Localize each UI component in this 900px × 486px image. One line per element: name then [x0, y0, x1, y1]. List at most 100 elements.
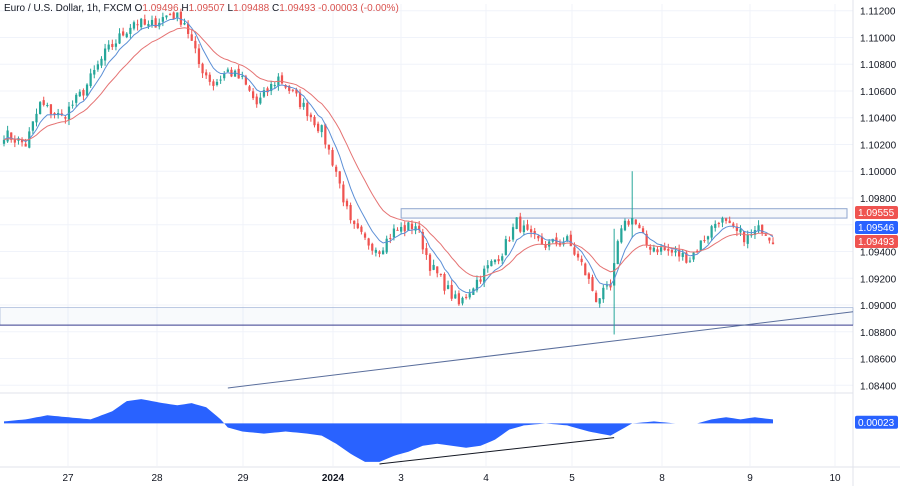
candle-body	[407, 222, 410, 231]
candle-body	[468, 293, 471, 298]
candle-body	[526, 224, 529, 230]
candle-body	[306, 103, 309, 117]
price-tick-label: 1.11200	[860, 7, 896, 18]
time-tick-label: 3	[398, 473, 404, 484]
candle-body	[591, 277, 594, 291]
candle-body	[165, 15, 168, 18]
price-badge-label: 1.09546	[858, 223, 895, 234]
candle-body	[768, 237, 771, 241]
candle-body	[649, 246, 652, 250]
candle-body	[508, 240, 511, 242]
candle-body	[486, 265, 489, 269]
candle-body	[634, 219, 637, 225]
candle-body	[529, 229, 533, 233]
candle-body	[389, 237, 392, 240]
candle-body	[64, 117, 67, 119]
candle-body	[732, 223, 735, 227]
candle-body	[10, 132, 13, 140]
candle-body	[295, 89, 298, 94]
candle-body	[414, 226, 417, 231]
candle-body	[100, 58, 103, 66]
candle-body	[244, 76, 248, 85]
candle-body	[233, 70, 237, 77]
candle-body	[613, 263, 616, 286]
candle-body	[360, 226, 363, 232]
time-tick-label: 28	[151, 473, 163, 484]
price-tick-label: 1.11000	[860, 33, 896, 44]
candle-body	[103, 48, 107, 61]
candle-body	[594, 292, 598, 302]
candle-body	[685, 252, 688, 263]
price-axis[interactable]: 1.11200 1.11000 1.10800 1.10600 1.10400 1.102…	[860, 7, 897, 393]
time-axis[interactable]: 27 28 29 2024 3 4 5 8 9 10	[62, 473, 841, 484]
candle-body	[569, 234, 572, 247]
candle-body	[6, 130, 9, 142]
candle-body	[183, 23, 186, 25]
candle-body	[241, 75, 244, 77]
candle-body	[706, 236, 710, 240]
candle-body	[652, 247, 655, 252]
candle-body	[443, 274, 446, 291]
time-tick-label: 5	[569, 473, 575, 484]
candle-body	[432, 264, 435, 270]
candle-body	[605, 285, 609, 287]
price-tick-label: 1.08800	[860, 328, 897, 339]
oscillator-badge-bg	[855, 415, 898, 429]
candle-body	[53, 113, 56, 115]
candle-body	[363, 233, 367, 238]
candle-body	[497, 259, 500, 262]
price-tick-label: 1.10400	[860, 114, 897, 125]
change-value: -0.00003 (-0.00%)	[318, 3, 399, 14]
candle-body	[703, 240, 706, 242]
candle-body	[353, 220, 356, 225]
candle-body	[699, 240, 702, 251]
candle-body	[46, 104, 49, 106]
candle-body	[439, 273, 442, 275]
price-tick-label: 1.08400	[860, 381, 897, 392]
candle-body	[573, 247, 576, 255]
candle-body	[190, 34, 193, 41]
candle-body	[20, 139, 24, 143]
candle-body	[515, 217, 518, 229]
oscillator-area	[4, 399, 773, 462]
candle-body	[544, 244, 547, 248]
candle-body	[587, 273, 590, 279]
candle-body	[735, 226, 739, 231]
candle-body	[122, 31, 125, 36]
candle-body	[659, 247, 663, 252]
candle-body	[757, 225, 760, 232]
candle-body	[461, 297, 464, 304]
candle-body	[223, 73, 226, 79]
candle-body	[410, 223, 414, 230]
price-badge-bg	[855, 206, 898, 219]
candle-body	[598, 298, 601, 304]
candle-body	[168, 14, 172, 16]
candle-body	[356, 223, 359, 229]
candle-body	[129, 27, 132, 34]
time-tick-label: 4	[483, 473, 489, 484]
candle-body	[504, 239, 507, 255]
low-label: L	[227, 3, 234, 14]
candle-body	[215, 81, 219, 85]
candle-body	[641, 228, 645, 233]
candle-body	[136, 24, 139, 26]
candle-body	[400, 226, 403, 232]
candle-body	[114, 43, 118, 47]
candle-body	[584, 263, 587, 276]
candle-body	[616, 241, 619, 264]
candle-body	[421, 231, 424, 250]
price-tick-label: 1.09400	[860, 248, 897, 259]
candle-body	[194, 40, 197, 49]
candle-body	[645, 233, 648, 246]
candle-body	[392, 228, 396, 238]
candle-body	[176, 12, 179, 18]
candle-body	[291, 89, 294, 91]
candle-body	[226, 69, 229, 72]
candle-body	[511, 227, 515, 240]
candle-body	[13, 139, 16, 143]
time-tick-label: 27	[62, 473, 74, 484]
candle-body	[580, 258, 583, 263]
candle-body	[465, 296, 468, 298]
candle-body	[298, 92, 302, 108]
